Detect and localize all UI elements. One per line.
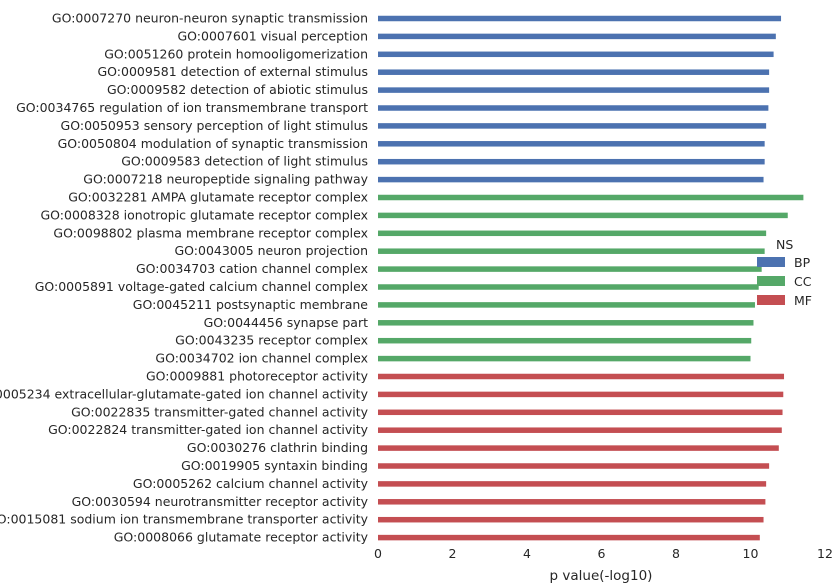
- category-label: GO:0008328 ionotropic glutamate receptor…: [41, 207, 369, 222]
- category-label: GO:0005262 calcium channel activity: [133, 476, 369, 491]
- bar-bp: [378, 123, 767, 129]
- bar-cc: [378, 320, 754, 326]
- category-label: GO:0022835 transmitter-gated channel act…: [71, 404, 368, 419]
- bar-cc: [378, 248, 765, 254]
- x-tick-label: 10: [743, 546, 759, 561]
- legend-swatch-cc: [757, 276, 785, 286]
- x-tick-label: 4: [523, 546, 531, 561]
- category-label: GO:0009881 photoreceptor activity: [146, 369, 369, 384]
- category-label: GO:0043235 receptor complex: [175, 333, 368, 348]
- category-label: GO:0030594 neurotransmitter receptor act…: [72, 494, 369, 509]
- category-label: GO:0007601 visual perception: [177, 28, 368, 43]
- category-label: GO:0050953 sensory perception of light s…: [61, 118, 368, 133]
- category-label: GO:0007270 neuron-neuron synaptic transm…: [52, 11, 368, 26]
- category-label: GO:0009583 detection of light stimulus: [121, 154, 368, 169]
- x-tick-label: 0: [374, 546, 382, 561]
- category-label: GO:0034703 cation channel complex: [136, 261, 368, 276]
- bar-bp: [378, 15, 782, 22]
- legend-title: NS: [776, 237, 793, 252]
- x-tick-label: 2: [449, 546, 457, 561]
- bar-cc: [378, 355, 751, 362]
- x-tick-label: 8: [672, 546, 680, 561]
- legend-label-bp: BP: [794, 255, 811, 270]
- bar-mf: [378, 463, 770, 469]
- bar-bp: [378, 87, 770, 93]
- bar-cc: [378, 337, 752, 344]
- category-label: GO:0009581 detection of external stimulu…: [98, 64, 369, 79]
- category-label: GO:0008066 glutamate receptor activity: [114, 530, 369, 545]
- bar-mf: [378, 534, 760, 541]
- bar-cc: [378, 302, 755, 308]
- category-label: GO:0045211 postsynaptic membrane: [133, 297, 369, 312]
- category-label: GO:0043005 neuron projection: [174, 243, 368, 258]
- bar-mf: [378, 481, 767, 487]
- bar-bp: [378, 51, 774, 58]
- category-labels: GO:0007270 neuron-neuron synaptic transm…: [0, 11, 369, 545]
- category-label: GO:0005234 extracellular-glutamate-gated…: [0, 386, 369, 401]
- bar-mf: [378, 499, 766, 505]
- category-label: GO:0019905 syntaxin binding: [181, 458, 368, 473]
- bar-bp: [378, 33, 776, 40]
- bar-mf: [378, 445, 779, 451]
- category-label: GO:0022824 transmitter-gated ion channel…: [48, 422, 369, 437]
- category-label: GO:0034765 regulation of ion transmembra…: [16, 100, 368, 115]
- category-label: GO:0030276 clathrin binding: [187, 440, 368, 455]
- category-label: GO:0034702 ion channel complex: [155, 351, 368, 366]
- x-axis-title: p value(-log10): [550, 568, 653, 584]
- bar-cc: [378, 230, 767, 237]
- bar-bp: [378, 105, 769, 111]
- bar-bp: [378, 158, 765, 165]
- x-tick-label: 12: [817, 546, 833, 561]
- legend-label-cc: CC: [794, 274, 812, 289]
- category-label: GO:0051260 protein homooligomerization: [104, 46, 368, 61]
- bars-layer: [378, 15, 804, 541]
- category-label: GO:0005891 voltage-gated calcium channel…: [35, 279, 368, 294]
- bar-bp: [378, 69, 770, 75]
- category-label: GO:0032281 AMPA glutamate receptor compl…: [68, 190, 368, 205]
- bar-mf: [378, 409, 783, 416]
- category-label: GO:0044456 synapse part: [204, 315, 368, 330]
- bar-cc: [378, 194, 804, 201]
- category-label: GO:0050804 modulation of synaptic transm…: [58, 136, 368, 151]
- bar-cc: [378, 266, 762, 272]
- legend: NS BP CC MF: [757, 237, 812, 308]
- bar-mf: [378, 373, 785, 380]
- legend-swatch-mf: [757, 295, 785, 305]
- bar-mf: [378, 516, 764, 523]
- bar-cc: [378, 284, 759, 290]
- x-tick-label: 6: [598, 546, 606, 561]
- bar-cc: [378, 212, 788, 219]
- category-label: GO:0009582 detection of abiotic stimulus: [107, 82, 368, 97]
- category-label: GO:0007218 neuropeptide signaling pathwa…: [83, 172, 368, 187]
- bar-mf: [378, 427, 782, 433]
- category-label: GO:0015081 sodium ion transmembrane tran…: [0, 512, 369, 527]
- legend-label-mf: MF: [794, 293, 812, 308]
- legend-swatch-bp: [757, 257, 785, 267]
- bar-mf: [378, 391, 784, 398]
- x-axis-ticks: 0 2 4 6 8 10 12: [374, 546, 833, 561]
- bar-bp: [378, 176, 764, 183]
- category-label: GO:0098802 plasma membrane receptor comp…: [53, 225, 368, 240]
- bar-bp: [378, 141, 765, 147]
